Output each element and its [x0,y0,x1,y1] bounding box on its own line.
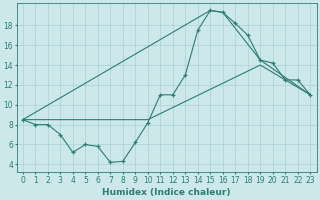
X-axis label: Humidex (Indice chaleur): Humidex (Indice chaleur) [102,188,231,197]
